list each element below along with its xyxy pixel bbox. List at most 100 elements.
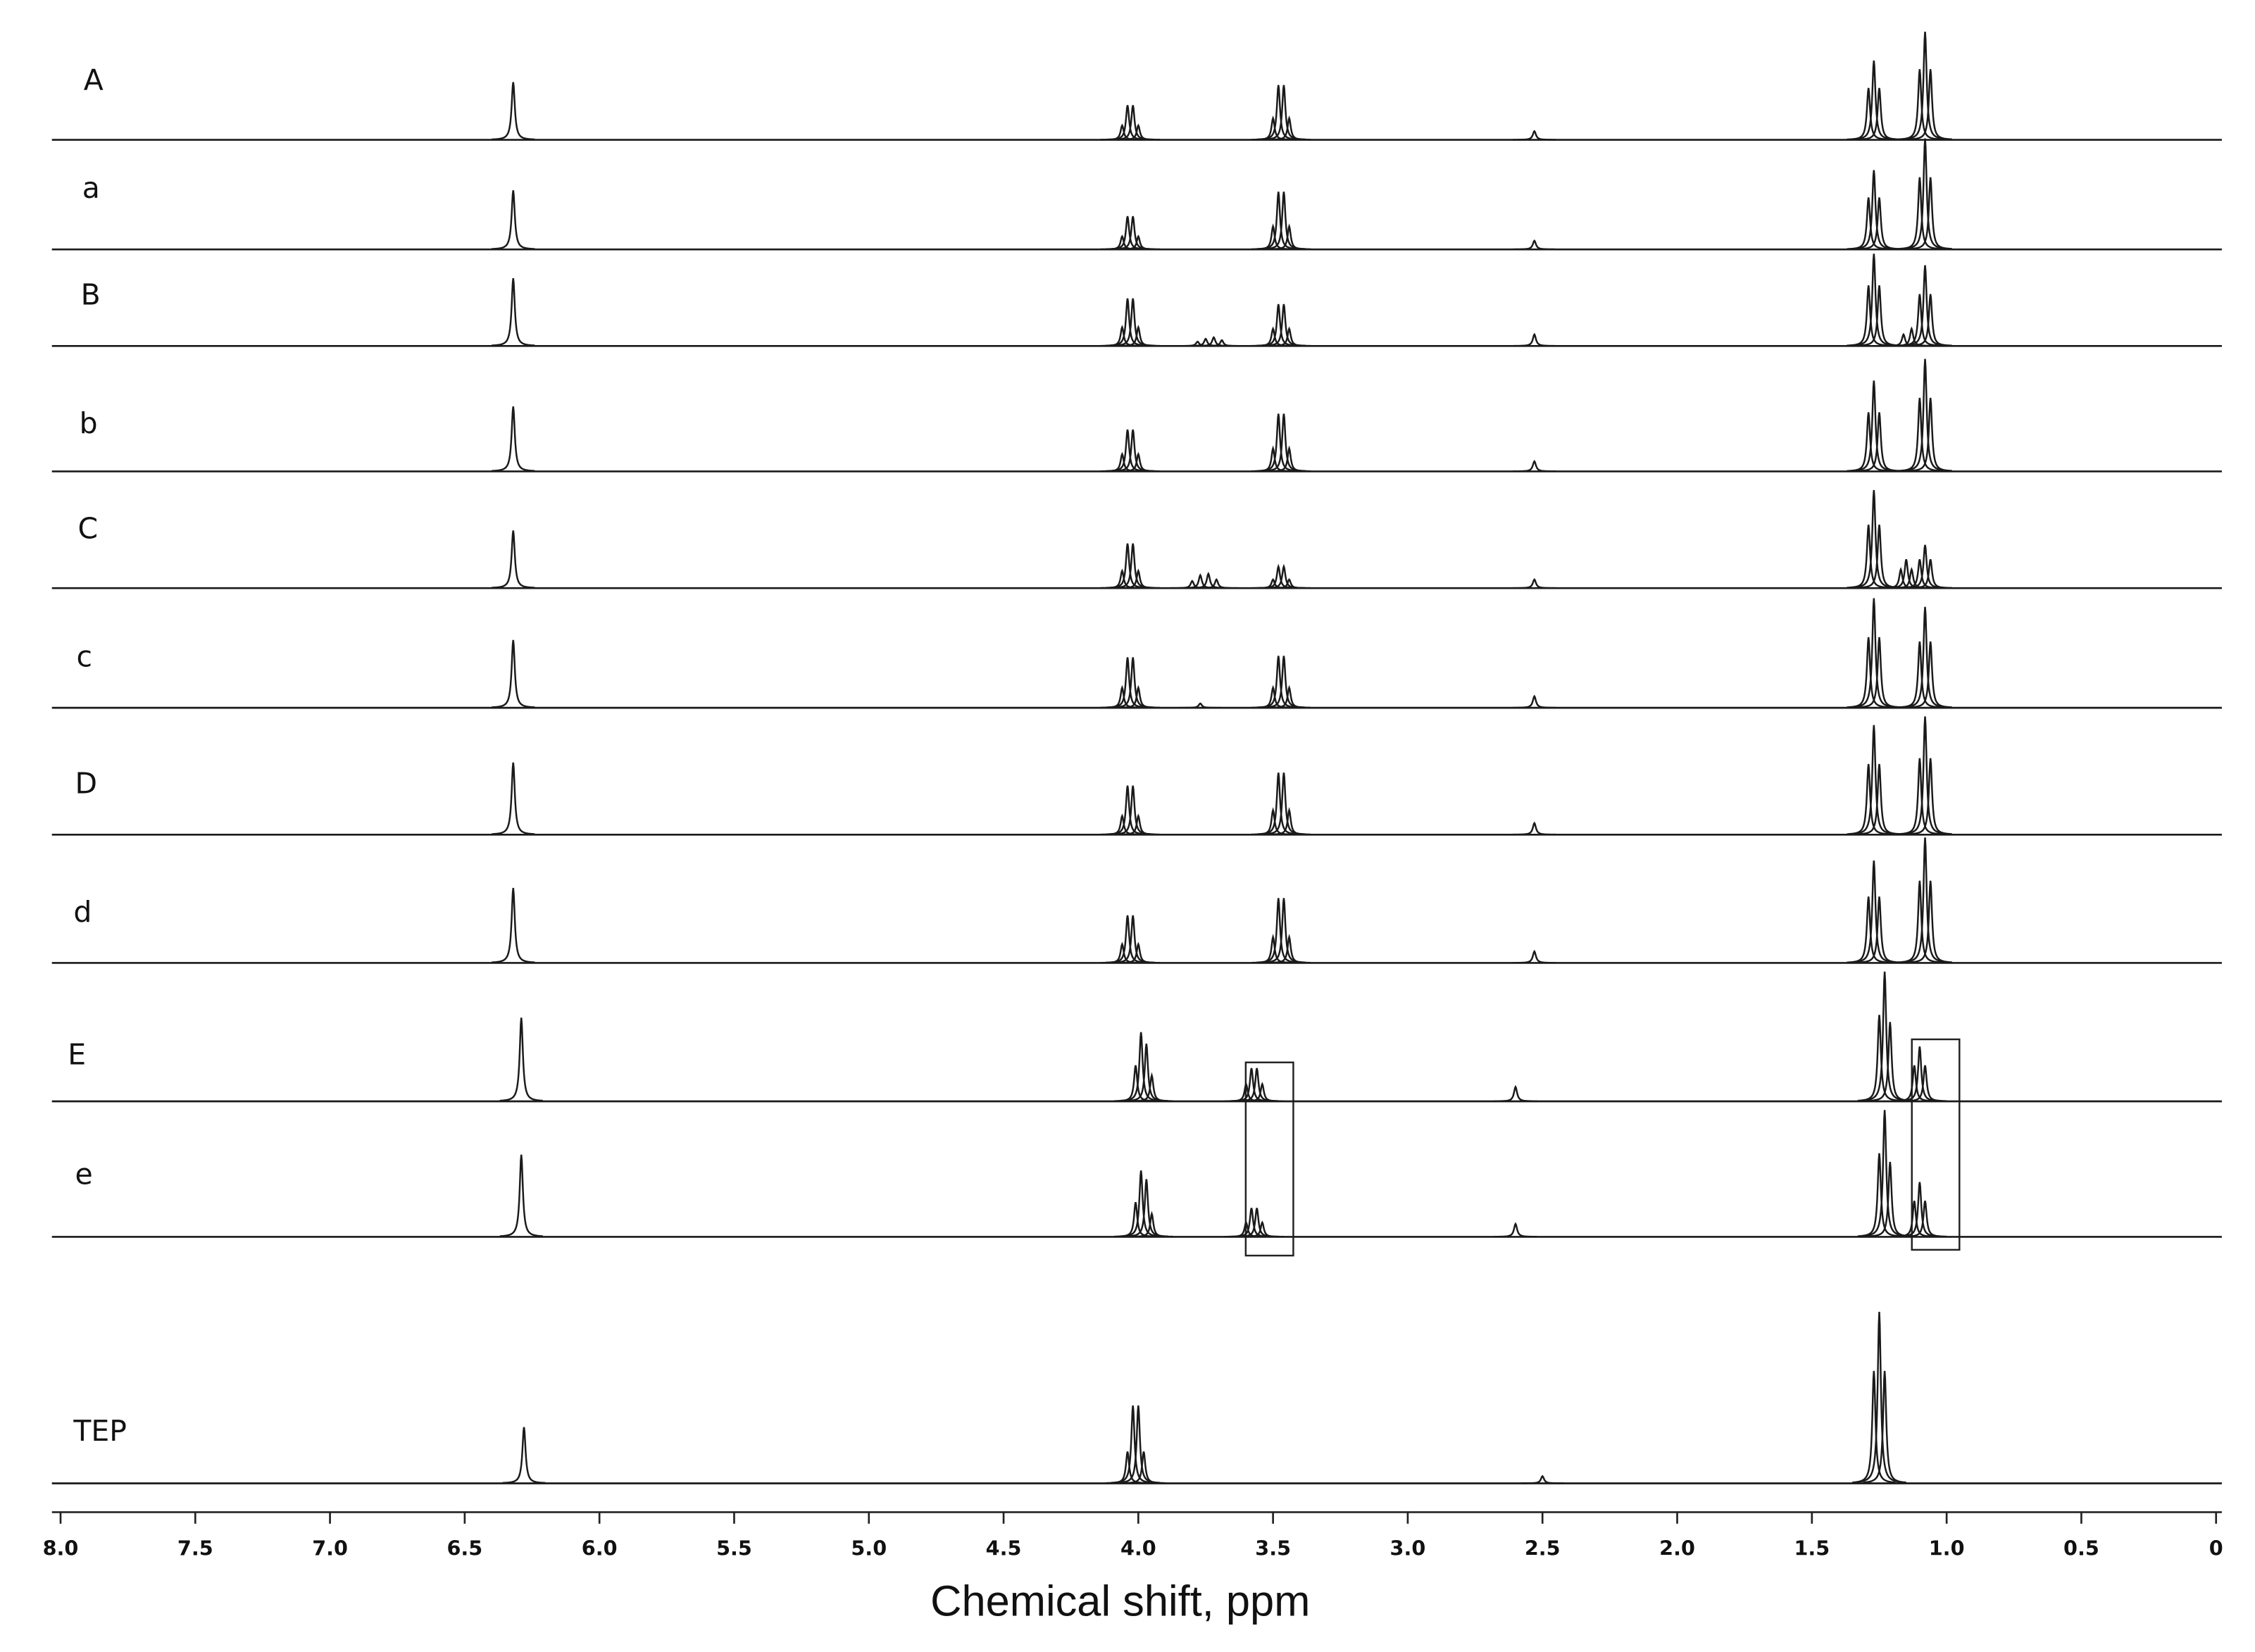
peak (1857, 197, 1901, 250)
x-tick-label: 5.0 (851, 1537, 887, 1560)
x-tick-label: 8.0 (43, 1537, 79, 1560)
peak (1256, 656, 1300, 708)
x-axis-title: Chemical shift, ppm (930, 1577, 1310, 1626)
peak (1857, 896, 1901, 963)
x-tick-label: 3.0 (1390, 1537, 1426, 1560)
peak (1130, 1072, 1174, 1102)
peak (1852, 489, 1896, 589)
peak (1256, 304, 1300, 347)
peak (1267, 578, 1311, 589)
peak (492, 82, 535, 141)
peak (1903, 358, 1947, 472)
peak (1256, 85, 1300, 141)
peak (1267, 445, 1311, 473)
peak (1852, 254, 1896, 346)
peak (1903, 1201, 1947, 1238)
peak (1267, 684, 1311, 709)
peak (1111, 298, 1155, 347)
peak (1857, 87, 1901, 141)
peak (1863, 1110, 1906, 1237)
peak (1122, 1451, 1166, 1484)
peak (1857, 763, 1901, 835)
peak (1494, 1222, 1537, 1238)
x-tick-label: 7.0 (312, 1537, 348, 1560)
peak (1178, 573, 1222, 589)
x-tick-label: 2.0 (1659, 1537, 1695, 1560)
peak (1116, 684, 1160, 709)
peak (1513, 821, 1556, 836)
series-label: e (75, 1157, 92, 1191)
peak (1116, 568, 1160, 589)
peak (1256, 192, 1300, 250)
peak (1111, 429, 1155, 473)
peak (1130, 1210, 1174, 1238)
x-tick-label: 1.0 (1929, 1537, 1965, 1560)
peak (1262, 413, 1306, 473)
peak (1852, 170, 1896, 250)
peak (1116, 941, 1160, 964)
peak (492, 190, 535, 250)
peak (1111, 543, 1155, 589)
peak (1106, 429, 1149, 473)
peak (1111, 915, 1155, 964)
series-label: d (73, 895, 92, 929)
peak (1262, 898, 1306, 964)
series-label: b (80, 406, 98, 440)
peak (1106, 543, 1149, 589)
peak (1909, 294, 1952, 346)
peak (1267, 223, 1311, 251)
peak (1116, 123, 1160, 141)
peak (1513, 694, 1556, 709)
peak (1909, 69, 1952, 141)
peak (1200, 339, 1244, 347)
peak (1852, 861, 1896, 963)
peak (1116, 1405, 1161, 1484)
peak (1898, 1182, 1942, 1238)
peak (1240, 1082, 1284, 1103)
peak (1256, 898, 1300, 964)
peak (1898, 1046, 1942, 1102)
peak (1513, 130, 1556, 141)
peak (1267, 933, 1311, 964)
peak (1513, 332, 1556, 347)
x-tick-label: 4.5 (986, 1537, 1022, 1560)
x-tick-label: 2.5 (1525, 1537, 1561, 1560)
peak (1262, 85, 1306, 141)
peak (1178, 702, 1222, 709)
peak (1116, 234, 1160, 251)
peak (1857, 637, 1901, 708)
peak (1116, 813, 1160, 836)
x-tick-label: 6.5 (446, 1537, 482, 1560)
peak (1106, 785, 1149, 835)
x-tick-label: 3.5 (1255, 1537, 1291, 1560)
highlight-box (1911, 1038, 1961, 1251)
peak (1267, 326, 1311, 347)
peak (1857, 412, 1901, 473)
peak (1903, 1065, 1947, 1102)
x-tick-label: 0.5 (2063, 1537, 2099, 1560)
peak (492, 762, 535, 835)
peak (492, 887, 535, 963)
peak (1852, 60, 1896, 140)
peak (1240, 1220, 1284, 1238)
peak (1882, 332, 1925, 347)
peak (1909, 641, 1952, 708)
peak (1119, 1170, 1163, 1237)
series-label: a (82, 171, 100, 205)
x-tick-label: 7.5 (177, 1537, 213, 1560)
peak (1262, 192, 1306, 250)
peak (1909, 397, 1952, 472)
series-label: A (84, 63, 104, 97)
peak (1267, 115, 1311, 141)
peak (1256, 413, 1300, 473)
peak (1852, 380, 1896, 472)
peak (492, 530, 535, 589)
peak (1857, 1311, 1901, 1483)
peak (1520, 1475, 1564, 1484)
highlight-box (1244, 1061, 1294, 1257)
peak (1262, 772, 1306, 835)
peak (1494, 1084, 1537, 1103)
peak (1903, 138, 1947, 250)
peak (1256, 772, 1300, 835)
peak (1903, 606, 1947, 708)
